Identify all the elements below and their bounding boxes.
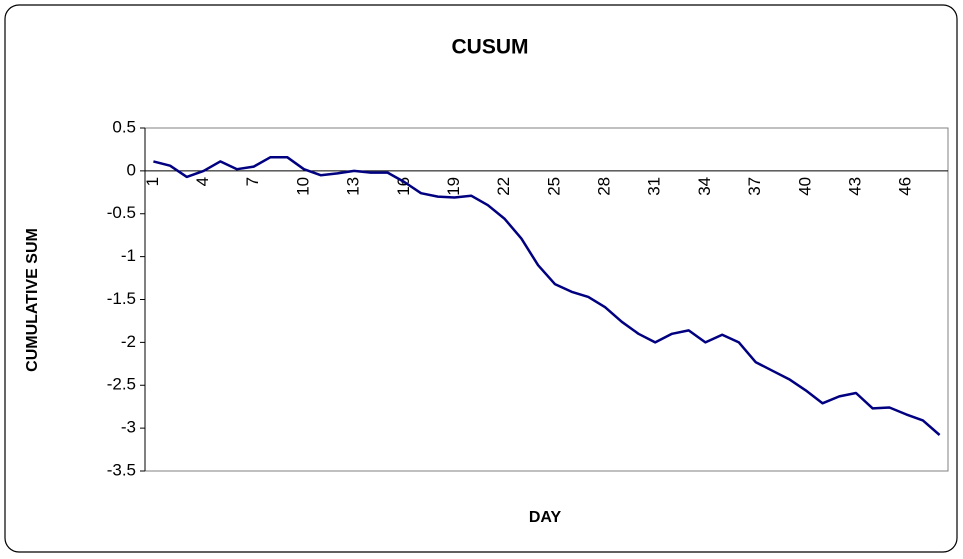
y-tick-label: -2	[121, 332, 136, 351]
x-tick-label: 43	[845, 177, 864, 196]
x-tick-label: 13	[344, 177, 363, 196]
x-tick-label: 40	[795, 177, 814, 196]
x-tick-label: 19	[444, 177, 463, 196]
series-line	[153, 155, 941, 436]
x-tick-label: 10	[293, 177, 312, 196]
x-tick-label: 37	[745, 177, 764, 196]
x-tick-label: 25	[544, 177, 563, 196]
x-tick-label: 22	[494, 177, 513, 196]
x-axis-title: DAY	[529, 509, 562, 526]
plot-area	[144, 127, 949, 472]
y-tick-label: 0	[127, 160, 136, 179]
chart-title: CUSUM	[452, 36, 529, 59]
x-tick-label: 7	[243, 177, 262, 186]
x-tick-label: 1	[143, 177, 162, 186]
y-tick-label: -1	[121, 246, 136, 265]
y-tick-label: -3.5	[107, 460, 136, 479]
y-tick-label: -2.5	[107, 375, 136, 394]
y-tick-label: 0.5	[112, 117, 136, 136]
x-tick-label: 28	[595, 177, 614, 196]
x-tick-label: 31	[645, 177, 664, 196]
y-tick-label: -1.5	[107, 289, 136, 308]
x-tick-label: 46	[896, 177, 915, 196]
y-axis-title: CUMULATIVE SUM	[24, 228, 41, 372]
y-tick-label: -0.5	[107, 203, 136, 222]
x-tick-label: 16	[394, 177, 413, 196]
x-tick-label: 34	[695, 177, 714, 196]
x-tick-label: 4	[193, 177, 212, 186]
y-tick-label: -3	[121, 418, 136, 437]
